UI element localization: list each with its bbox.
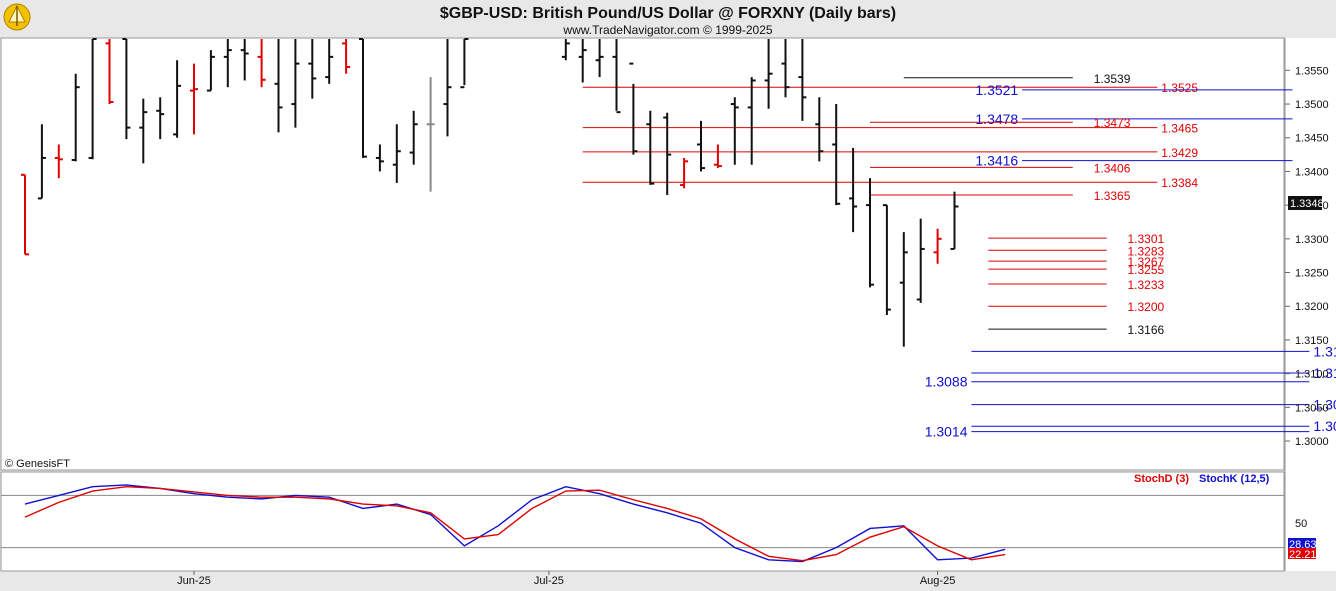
stoch-k-legend: StochK (12,5)	[1199, 473, 1270, 485]
price-axis-tick-label: 1.3400	[1295, 166, 1329, 178]
level-label-1.3525: 1.3525	[1161, 81, 1198, 95]
chart-title: $GBP-USD: British Pound/US Dollar @ FORX…	[440, 5, 896, 22]
ohlc-bar-group	[21, 38, 959, 347]
stoch-d-last-flag	[1288, 548, 1316, 559]
stoch-axis-tick-50: 50	[1295, 518, 1307, 530]
stochastic-panel	[0, 471, 1285, 572]
stoch-d-legend: StochD (3)	[1134, 473, 1189, 485]
price-axis-tick-label: 1.3500	[1295, 99, 1329, 111]
last-price-flag	[1288, 196, 1322, 210]
price-axis-tick-label: 1.3000	[1295, 436, 1329, 448]
stoch-series-line-d	[24, 485, 1006, 562]
level-label-1.3255: 1.3255	[1128, 263, 1165, 277]
date-axis: Jun-25 Jul-25 Aug-25	[177, 571, 955, 587]
date-axis-label: Jul-25	[534, 575, 564, 587]
price-panel	[0, 37, 1285, 471]
level-label-1.3014: 1.3014	[925, 424, 968, 440]
level-label-1.3384: 1.3384	[1161, 176, 1198, 190]
level-label-1.3283: 1.3283	[1128, 244, 1165, 258]
trade-navigator-logo-icon	[3, 3, 31, 31]
level-label-1.3465: 1.3465	[1161, 122, 1198, 136]
last-price-label: 1.3348	[1290, 198, 1324, 210]
level-label-1.3022: 1.3022	[1313, 418, 1336, 434]
stoch-d-last-value: 22.21	[1289, 549, 1317, 561]
level-label-1.3406: 1.3406	[1094, 161, 1131, 175]
stochastic-lines	[1, 484, 1284, 563]
price-axis-tick-label: 1.3250	[1295, 268, 1329, 280]
header-band	[0, 0, 1336, 38]
chart-subtitle: www.TradeNavigator.com © 1999-2025	[562, 23, 772, 37]
level-label-1.3101: 1.3101	[1313, 365, 1336, 381]
stoch-series-line-k	[24, 484, 1006, 563]
watermark-text: © GenesisFT	[5, 458, 70, 470]
date-axis-label: Jun-25	[177, 575, 211, 587]
level-label-1.3521: 1.3521	[975, 82, 1018, 98]
right-axis-area	[1285, 38, 1336, 571]
level-label-1.3054: 1.3054	[1313, 397, 1336, 413]
date-axis-label: Aug-25	[920, 575, 955, 587]
level-label-1.3429: 1.3429	[1161, 146, 1198, 160]
price-axis-tick-label: 1.3050	[1295, 402, 1329, 414]
level-label-1.3267: 1.3267	[1128, 255, 1165, 269]
price-axis-tick-label: 1.3150	[1295, 335, 1329, 347]
level-label-1.3478: 1.3478	[975, 111, 1018, 127]
price-axis-tick-label: 1.3550	[1295, 65, 1329, 77]
level-label-1.3133: 1.3133	[1313, 343, 1336, 359]
stoch-k-last-flag	[1288, 538, 1316, 549]
level-label-1.3473: 1.3473	[1094, 116, 1131, 130]
level-label-1.3166: 1.3166	[1128, 323, 1165, 337]
price-axis-tick-label: 1.3100	[1295, 369, 1329, 381]
level-label-1.3233: 1.3233	[1128, 278, 1165, 292]
level-label-1.3416: 1.3416	[975, 153, 1018, 169]
price-axis-tick-label: 1.3300	[1295, 234, 1329, 246]
level-label-1.3200: 1.3200	[1128, 300, 1165, 314]
price-axis-tick-label: 1.3200	[1295, 301, 1329, 313]
price-axis: 1.35501.35001.34501.34001.33501.33001.32…	[1285, 65, 1329, 448]
level-label-1.3088: 1.3088	[925, 374, 968, 390]
level-label-1.3365: 1.3365	[1094, 189, 1131, 203]
price-axis-tick-label: 1.3450	[1295, 133, 1329, 145]
fib-level-group: 1.3539 1.3525 1.3521 1.3478 1.3473 1.3465 1.34…	[582, 72, 1336, 440]
level-label-1.3301: 1.3301	[1128, 232, 1165, 246]
level-label-1.3539: 1.3539	[1094, 72, 1131, 86]
